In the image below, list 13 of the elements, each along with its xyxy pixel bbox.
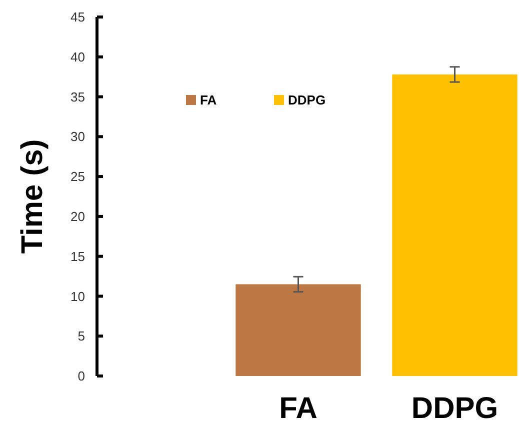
y-tick-label: 40 <box>70 49 85 64</box>
legend-label: DDPG <box>288 92 326 108</box>
y-tick-label: 35 <box>70 89 85 104</box>
y-tick-label: 25 <box>70 169 85 184</box>
y-tick-label: 0 <box>78 368 85 384</box>
y-tick-label: 45 <box>70 10 85 25</box>
y-tick-label: 20 <box>70 208 85 224</box>
y-tick-label: 10 <box>70 288 85 304</box>
y-axis-title: Time (s) <box>16 139 49 254</box>
y-tick-label: 15 <box>70 248 85 264</box>
legend-label: FA <box>200 92 218 108</box>
y-tick-label: 30 <box>70 129 85 144</box>
y-tick-label: 5 <box>78 328 85 344</box>
